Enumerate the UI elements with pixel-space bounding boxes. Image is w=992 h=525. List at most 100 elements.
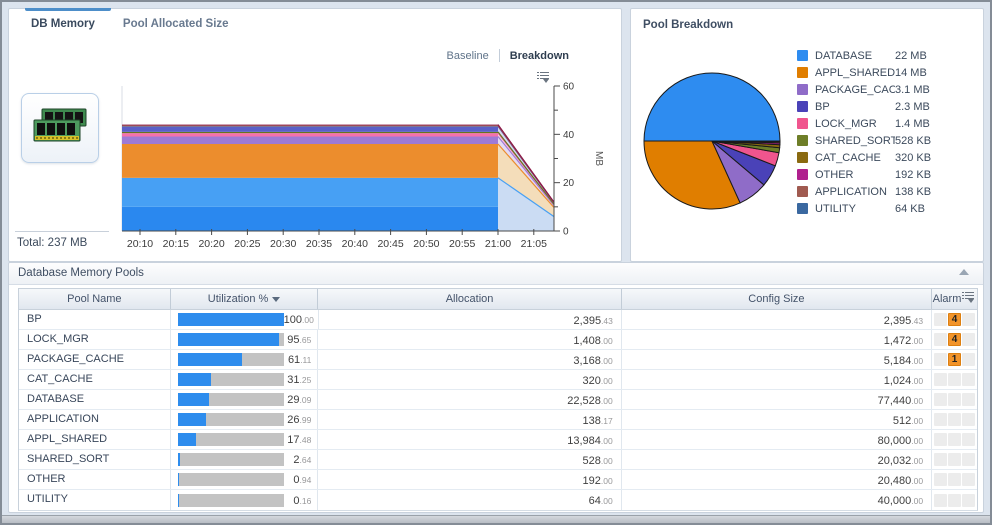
- utilization-bar-fill: [177, 353, 243, 366]
- column-header-alarm[interactable]: Alarm: [932, 289, 977, 309]
- value-integer: 0: [293, 474, 300, 486]
- utilization-bar-track: [177, 333, 284, 346]
- column-header-config-size[interactable]: Config Size: [622, 289, 933, 309]
- legend-item-cat-cache[interactable]: CAT_CACHE 320 KB: [797, 149, 979, 166]
- memory-icon-card[interactable]: [21, 93, 99, 163]
- legend-item-application[interactable]: APPLICATION 138 KB: [797, 183, 979, 200]
- chart-options-icon[interactable]: [537, 71, 551, 84]
- alarm-empty-slot: [948, 373, 962, 386]
- legend-item-lock-mgr[interactable]: LOCK_MGR 1.4 MB: [797, 115, 979, 132]
- value-integer: 22,528: [567, 395, 601, 407]
- column-header-pool-name[interactable]: Pool Name: [19, 289, 171, 309]
- table-row-other[interactable]: OTHER 0.94 192.00 20,480.00: [19, 470, 977, 490]
- utilization-bar-fill: [177, 473, 179, 486]
- alarm-empty-slot: [962, 313, 976, 326]
- window-bottom-scrollbar[interactable]: [2, 515, 990, 523]
- value-integer: 1,472: [883, 335, 912, 347]
- alarm-count-badge[interactable]: 4: [948, 313, 962, 326]
- alarm-empty-slot: [962, 353, 976, 366]
- alarm-empty-slot: [934, 353, 948, 366]
- utilization-value: 0.94: [284, 469, 318, 490]
- legend-item-other[interactable]: OTHER 192 KB: [797, 166, 979, 183]
- value-decimal: .11: [300, 355, 312, 365]
- svg-text:60: 60: [563, 82, 575, 93]
- alarm-empty-slot: [934, 333, 948, 346]
- value-integer: 2: [293, 454, 300, 466]
- legend-pool-name: DATABASE: [815, 49, 873, 62]
- pool-breakdown-pie-chart[interactable]: [639, 68, 789, 218]
- alarm-empty-slot: [948, 453, 962, 466]
- pie-slice-database[interactable]: [643, 72, 781, 142]
- allocation-cell: 3,168.00: [318, 350, 622, 369]
- tab-db-memory[interactable]: DB Memory: [31, 18, 95, 30]
- value-integer: 29: [287, 394, 300, 406]
- config-size-cell: 40,000.00: [622, 490, 933, 510]
- value-integer: 320: [582, 375, 601, 387]
- view-toggle: Baseline Breakdown: [446, 49, 569, 62]
- legend-item-utility[interactable]: UTILITY 64 KB: [797, 200, 979, 217]
- utilization-value: 29.09: [284, 389, 318, 410]
- value-decimal: .00: [911, 436, 924, 446]
- collapse-panel-icon[interactable]: [959, 269, 969, 275]
- table-row-shared-sort[interactable]: SHARED_SORT 2.64 528.00 20,032.00: [19, 450, 977, 470]
- pool-name-cell: PACKAGE_CACHE: [19, 350, 171, 369]
- allocation-cell: 138.17: [318, 410, 622, 429]
- total-divider: [15, 231, 109, 232]
- value-decimal: .00: [302, 315, 314, 325]
- utilization-bar-fill: [177, 333, 280, 346]
- ram-icon: [33, 108, 87, 142]
- value-decimal: .64: [299, 455, 312, 465]
- utilization-cell: 26.99: [171, 410, 319, 429]
- table-row-cat-cache[interactable]: CAT_CACHE 31.25 320.00 1,024.00: [19, 370, 977, 390]
- column-header-allocation[interactable]: Allocation: [318, 289, 622, 309]
- pie-slice-utility[interactable]: [711, 140, 781, 143]
- value-integer: 77,440: [877, 395, 912, 407]
- table-row-appl-shared[interactable]: APPL_SHARED 17.48 13,984.00 80,000.00: [19, 430, 977, 450]
- pool-allocated-area-chart[interactable]: 0 20 40 60 MB 20:10 20:15 20:20 20:25 20:30 20:35 2…: [114, 68, 619, 260]
- allocation-cell: 320.00: [318, 370, 622, 389]
- legend-pool-name: UTILITY: [815, 202, 856, 215]
- legend-pool-name: PACKAGE_CAC...: [815, 83, 895, 96]
- alarms-cell: [932, 370, 977, 389]
- value-decimal: .00: [911, 496, 924, 506]
- alarm-count-badge[interactable]: 1: [948, 353, 962, 366]
- legend-pool-name: LOCK_MGR: [815, 117, 877, 130]
- legend-chip: [797, 169, 808, 180]
- utilization-value: 100.00: [284, 309, 320, 330]
- svg-text:20:20: 20:20: [198, 238, 224, 250]
- table-row-package-cache[interactable]: PACKAGE_CACHE 61.11 3,168.00 5,184.00 1: [19, 350, 977, 370]
- table-row-lock-mgr[interactable]: LOCK_MGR 95.65 1,408.00 1,472.00 4: [19, 330, 977, 350]
- value-decimal: .00: [600, 496, 613, 506]
- view-option-baseline[interactable]: Baseline: [446, 49, 489, 62]
- alarm-empty-slot: [962, 333, 976, 346]
- table-row-application[interactable]: APPLICATION 26.99 138.17 512.00: [19, 410, 977, 430]
- legend-item-bp[interactable]: BP 2.3 MB: [797, 98, 979, 115]
- column-header-utilization-[interactable]: Utilization %: [171, 289, 319, 309]
- legend-item-shared-sort[interactable]: SHARED_SORT 528 KB: [797, 132, 979, 149]
- table-row-utility[interactable]: UTILITY 0.16 64.00 40,000.00: [19, 490, 977, 510]
- tab-pool-allocated-size[interactable]: Pool Allocated Size: [122, 18, 229, 30]
- alarms-cell: [932, 450, 977, 469]
- legend-item-database[interactable]: DATABASE 22 MB: [797, 47, 979, 64]
- alarms-cell: [932, 410, 977, 429]
- svg-text:21:00: 21:00: [485, 238, 511, 250]
- utilization-bar-track: [177, 353, 284, 366]
- value-decimal: .16: [299, 495, 312, 506]
- value-integer: 95: [287, 334, 300, 346]
- value-decimal: .65: [299, 335, 312, 345]
- value-integer: 1,024: [883, 375, 912, 387]
- column-customizer-icon[interactable]: [962, 291, 976, 304]
- svg-text:20:30: 20:30: [270, 238, 296, 250]
- utilization-cell: 95.65: [171, 330, 319, 349]
- value-integer: 528: [582, 455, 601, 467]
- legend-pool-size: 1.4 MB: [895, 117, 930, 130]
- alarm-count-badge[interactable]: 4: [948, 333, 962, 346]
- table-row-database[interactable]: DATABASE 29.09 22,528.00 77,440.00: [19, 390, 977, 410]
- view-option-breakdown[interactable]: Breakdown: [509, 49, 569, 62]
- value-integer: 61: [287, 354, 301, 366]
- legend-pool-size: 22 MB: [895, 49, 927, 62]
- legend-item-package-cache[interactable]: PACKAGE_CAC...3.1 MB: [797, 81, 979, 98]
- pie-slice-appl-shared[interactable]: [643, 140, 741, 210]
- table-row-bp[interactable]: BP 100.00 2,395.43 2,395.43 4: [19, 310, 977, 330]
- legend-item-appl-shared[interactable]: APPL_SHARED 14 MB: [797, 64, 979, 81]
